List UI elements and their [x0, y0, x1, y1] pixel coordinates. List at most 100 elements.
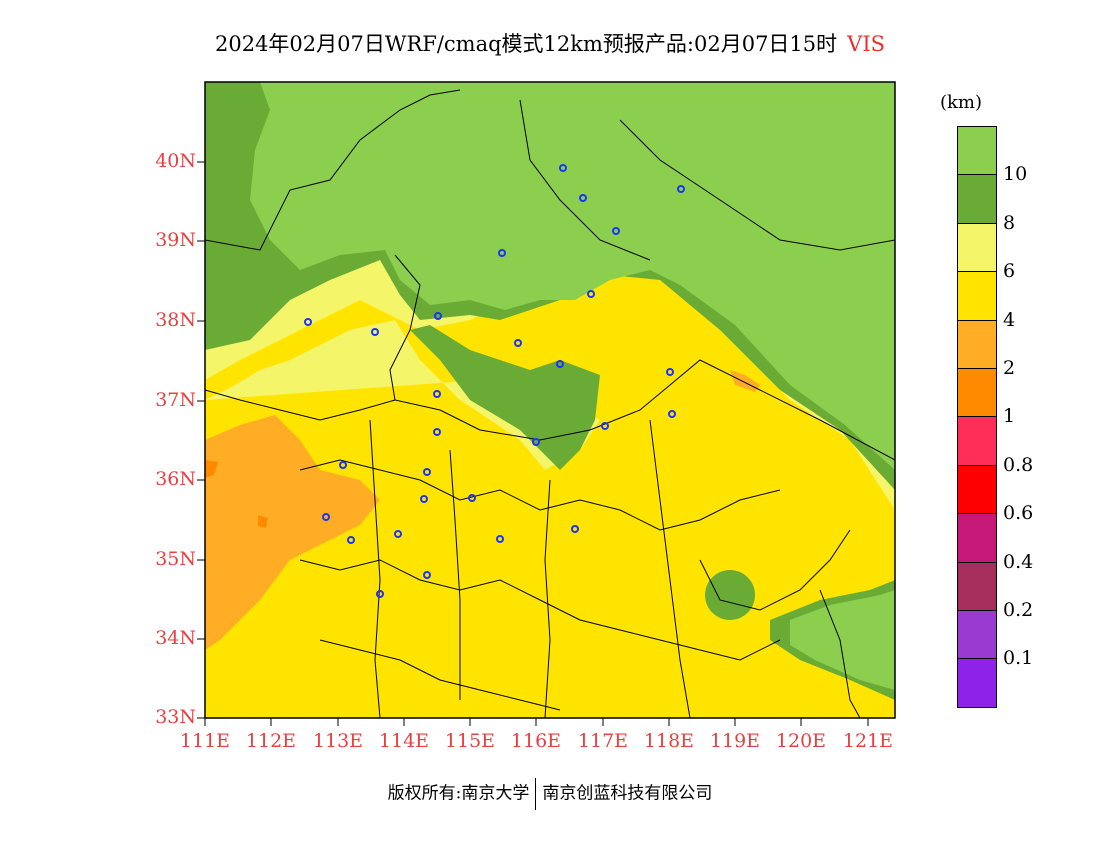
boundary-line — [519, 99, 651, 261]
city-marker — [433, 428, 441, 436]
copyright-text: 版权所有:南京大学 — [387, 783, 530, 804]
city-marker — [304, 318, 312, 326]
field-green-2 — [790, 590, 895, 690]
boundary-line — [369, 419, 381, 718]
city-marker — [420, 495, 428, 503]
lon-label: 121E — [842, 730, 894, 752]
axis-ticks — [197, 161, 869, 726]
field-darkgreen-3 — [705, 570, 755, 620]
city-marker — [571, 525, 579, 533]
footer: 版权所有:南京大学 南京创蓝科技有限公司 — [0, 778, 1100, 810]
legend-tick-label: 0.8 — [1003, 453, 1034, 476]
map-fields — [205, 82, 895, 718]
city-marker — [376, 590, 384, 598]
color-swatch — [957, 609, 997, 660]
color-swatch — [957, 367, 997, 418]
city-marker — [496, 535, 504, 543]
boundaries — [205, 89, 895, 718]
city-marker — [468, 494, 476, 502]
color-swatch — [957, 561, 997, 611]
lon-label: 113E — [312, 730, 364, 752]
city-marker — [612, 227, 620, 235]
lat-label: 40N — [155, 150, 196, 172]
boundary-line — [319, 639, 561, 711]
boundary-line — [619, 119, 895, 251]
legend-tick-label: 0.4 — [1003, 550, 1034, 573]
city-marker — [559, 164, 567, 172]
city-marker — [423, 468, 431, 476]
field-darkorange-2 — [258, 515, 268, 528]
city-marker — [514, 339, 522, 347]
boundary-line — [819, 589, 861, 718]
footer-divider — [535, 778, 537, 810]
field-darkorange — [205, 460, 218, 478]
coastline — [699, 529, 851, 611]
city-marker — [433, 390, 441, 398]
map-frame — [204, 81, 896, 719]
lon-label: 116E — [510, 730, 562, 752]
lat-label: 39N — [155, 229, 196, 251]
city-marker — [322, 513, 330, 521]
company-text: 南京创蓝科技有限公司 — [542, 783, 713, 804]
city-marker — [371, 328, 379, 336]
field-lightyellow-2 — [205, 320, 600, 470]
legend-tick-label: 8 — [1003, 211, 1016, 234]
lat-label: 35N — [155, 548, 196, 570]
lon-label: 118E — [643, 730, 695, 752]
color-swatch — [957, 513, 997, 563]
city-marker — [666, 368, 674, 376]
city-marker — [434, 312, 442, 320]
city-marker — [668, 410, 676, 418]
legend-tick-label: 0.6 — [1003, 502, 1034, 525]
boundary-line — [299, 559, 781, 661]
lon-label: 111E — [179, 730, 231, 752]
city-marker — [498, 249, 506, 257]
legend-tick-label: 1 — [1003, 405, 1016, 428]
color-swatch — [957, 416, 997, 466]
variable-name: VIS — [847, 32, 886, 56]
title-text: 2024年02月07日WRF/cmaq模式12km预报产品:02月07日15时 — [214, 32, 838, 56]
color-swatch — [957, 319, 997, 369]
boundary-line — [299, 459, 781, 531]
legend-tick-label: 0.2 — [1003, 599, 1034, 621]
color-swatch — [957, 174, 997, 224]
city-marker — [394, 530, 402, 538]
color-bar — [957, 126, 997, 708]
city-marker — [677, 185, 685, 193]
field-orange — [205, 415, 380, 650]
lat-label: 33N — [155, 706, 196, 728]
legend-unit: (km) — [940, 92, 983, 113]
legend-tick-label: 10 — [1003, 163, 1028, 186]
field-darkgreen-2 — [410, 325, 600, 470]
boundary-line — [449, 449, 461, 700]
boundary-line — [205, 389, 396, 421]
lat-label: 36N — [155, 468, 196, 490]
city-marker — [556, 360, 564, 368]
lon-label: 117E — [577, 730, 629, 752]
city-marker — [601, 422, 609, 430]
city-marker — [347, 536, 355, 544]
city-marker — [587, 290, 595, 298]
lat-label: 38N — [155, 309, 196, 331]
color-swatch — [957, 464, 997, 515]
boundary-line — [205, 89, 461, 251]
color-swatch — [957, 126, 997, 176]
city-marker — [532, 438, 540, 446]
boundary-line — [389, 254, 895, 461]
lon-label: 112E — [245, 730, 297, 752]
legend-tick-label: 4 — [1003, 308, 1016, 331]
lat-label: 37N — [155, 389, 196, 411]
city-marker — [423, 571, 431, 579]
color-swatch — [957, 222, 997, 273]
lon-label: 119E — [709, 730, 761, 752]
legend-tick-label: 2 — [1003, 357, 1016, 379]
boundary-line — [544, 479, 551, 718]
color-swatch — [957, 271, 997, 321]
city-marker — [579, 194, 587, 202]
color-swatch — [957, 658, 997, 708]
city-marker — [339, 461, 347, 469]
legend-tick-label: 0.1 — [1003, 647, 1034, 670]
legend-tick-label: 6 — [1003, 260, 1016, 283]
lon-label: 115E — [444, 730, 496, 752]
